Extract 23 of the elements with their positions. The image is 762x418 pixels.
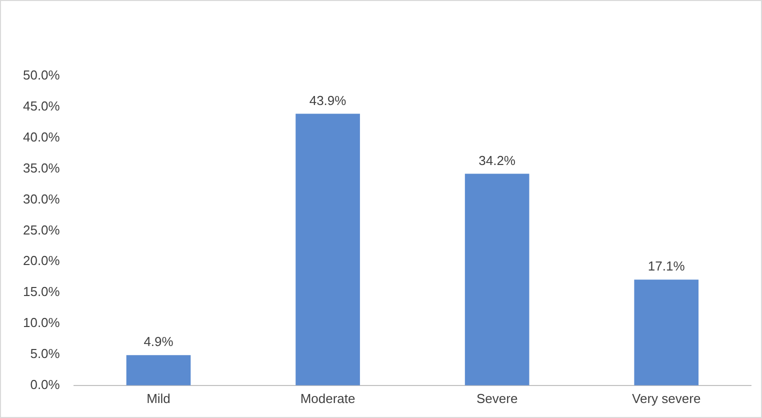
y-tick-label: 30.0% [22,191,60,206]
y-tick-label: 15.0% [22,284,60,300]
data-label: 4.9% [144,334,174,350]
x-tick-label: Mild [146,390,170,406]
y-tick-label: 35.0% [22,160,60,176]
y-tick-label: 0.0% [30,376,60,392]
y-tick-label: 5.0% [30,346,60,362]
data-label: 17.1% [648,258,686,274]
y-tick-label: 10.0% [22,315,60,330]
x-tick-label: Severe [476,390,518,406]
data-label: 43.9% [309,92,347,108]
y-tick-label: 50.0% [22,68,60,83]
y-tick-label: 40.0% [22,129,60,144]
bar [464,174,530,386]
bar [634,280,699,386]
bar [126,355,191,386]
y-tick-label: 20.0% [22,253,60,268]
y-tick-label: 25.0% [22,222,60,238]
x-tick-label: Very severe [632,390,701,406]
data-label: 34.2% [478,152,516,168]
x-tick-label: Moderate [300,390,356,406]
y-tick-label: 45.0% [22,98,60,114]
bar [296,114,360,386]
